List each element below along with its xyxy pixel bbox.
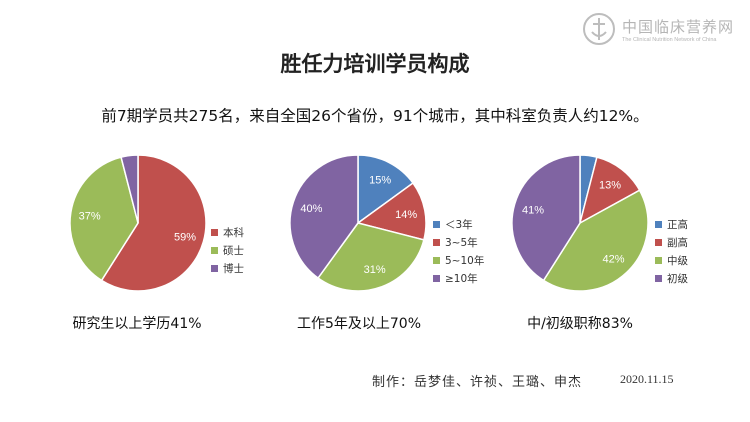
pie-slice (356, 181, 427, 241)
pie-slice (316, 222, 425, 292)
slice-data-label: 15% (369, 174, 391, 186)
slice-data-label: 59% (174, 232, 196, 244)
legend-label: ≥10年 (445, 272, 478, 285)
slice-data-label: 37% (79, 210, 101, 222)
logo-emblem-icon (583, 13, 615, 45)
pie-slice (289, 154, 359, 280)
legend-swatch (655, 275, 662, 282)
pie-slice (578, 156, 641, 225)
pie-slice (357, 154, 415, 225)
logo-name: 中国临床营养网 (622, 18, 735, 36)
legend-swatch (433, 257, 440, 264)
caption-education: 研究生以上学历41% (72, 316, 202, 332)
slice-data-label: 41% (522, 204, 544, 216)
legend-swatch (211, 229, 218, 236)
legend-swatch (655, 257, 662, 264)
legend-swatch (655, 239, 662, 246)
slice-data-label: 31% (364, 264, 386, 276)
pie-chart-1: 15% 14% 31% 40% ＜3年 3~5年 5~10年 ≥10年 (289, 154, 484, 292)
pie-slice (69, 156, 139, 282)
pie-slice (100, 154, 207, 292)
legend-swatch (211, 247, 218, 254)
legend-swatch (433, 239, 440, 246)
legend-label: 副高 (667, 236, 688, 249)
legend-swatch (211, 265, 218, 272)
slice-data-label: 14% (395, 209, 417, 221)
logo-subtitle: The Clinical Nutrition Network of China (622, 37, 717, 43)
legend-label: 正高 (667, 218, 688, 231)
slice-data-label: 13% (599, 179, 621, 191)
pie-slice (542, 189, 649, 292)
legend-label: 初级 (667, 272, 688, 285)
legend-label: 博士 (223, 262, 244, 275)
legend-label: 3~5年 (445, 236, 478, 249)
footer-credits: 制作：岳梦佳、许祯、王璐、申杰 (372, 375, 583, 390)
legend-label: ＜3年 (445, 218, 473, 231)
legend-swatch (655, 221, 662, 228)
footer-date: 2020.11.15 (620, 372, 674, 386)
caption-title-rank: 中/初级职称83% (527, 316, 633, 332)
logo: 中国临床营养网 The Clinical Nutrition Network o… (582, 10, 742, 56)
pie-slice (120, 154, 139, 224)
page-title: 胜任力培训学员构成 (280, 52, 470, 76)
legend-label: 本科 (223, 226, 244, 239)
slice-data-label: 42% (602, 254, 624, 266)
page-subtitle: 前7期学员共275名，来自全国26个省份，91个城市，其中科室负责人约12%。 (101, 107, 649, 125)
pie-slice (511, 154, 581, 282)
slice-data-label: 40% (300, 203, 322, 215)
legend-label: 硕士 (223, 244, 244, 257)
legend-label: 中级 (667, 254, 688, 267)
legend-swatch (433, 275, 440, 282)
legend-label: 5~10年 (445, 254, 484, 267)
caption-work-years: 工作5年及以上70% (296, 316, 422, 332)
legend-swatch (433, 221, 440, 228)
